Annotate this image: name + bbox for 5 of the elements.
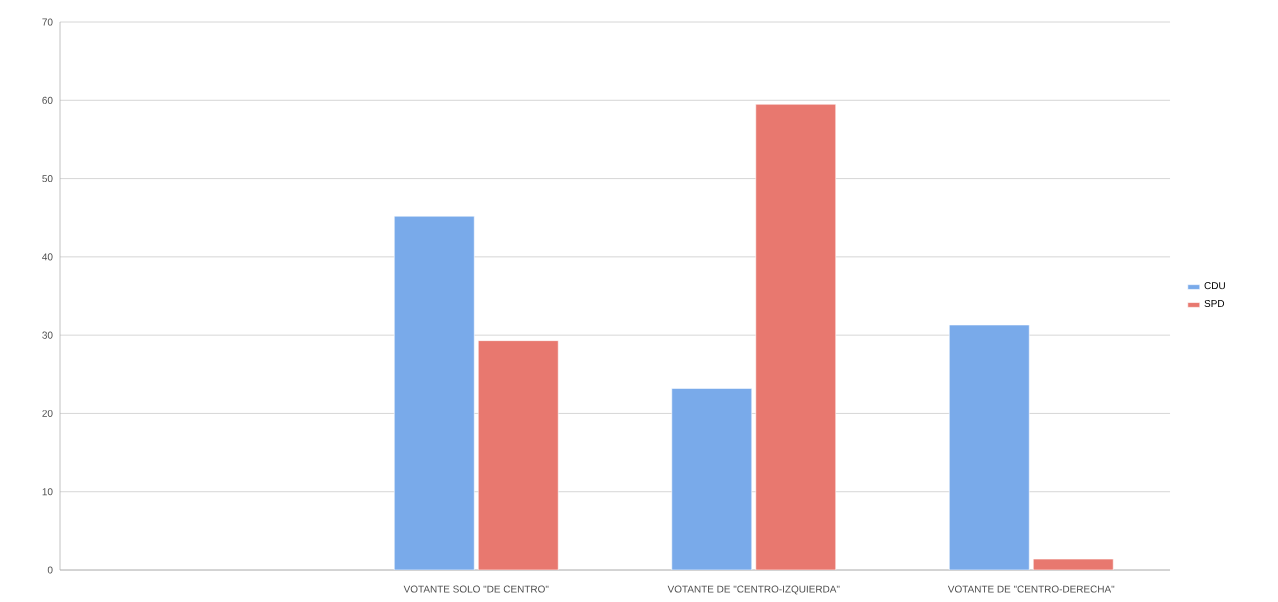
bar (393, 215, 475, 570)
bar (477, 340, 559, 570)
bar (755, 103, 837, 570)
bar (671, 388, 753, 570)
bar (948, 324, 1030, 570)
